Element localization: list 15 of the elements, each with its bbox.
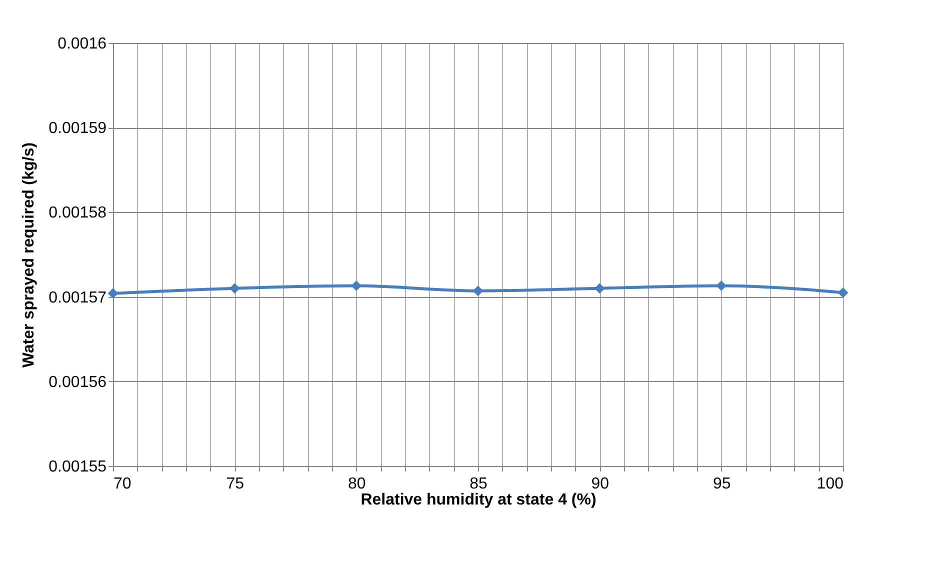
y-tick-label: 0.00156 bbox=[48, 374, 107, 391]
x-tick-label: 80 bbox=[348, 476, 366, 492]
x-tick-label: 85 bbox=[470, 476, 488, 492]
x-tick-label: 90 bbox=[591, 476, 610, 492]
x-tick-label: 75 bbox=[226, 476, 244, 492]
y-tick-label: 0.00159 bbox=[48, 120, 107, 138]
y-tick-label: 0.00155 bbox=[48, 458, 107, 476]
y-tick-label: 0.00158 bbox=[48, 204, 107, 222]
y-axis-title: Water sprayed required (kg/s) bbox=[20, 142, 38, 368]
y-tick-label: 0.0016 bbox=[58, 36, 107, 52]
y-tick-label: 0.00157 bbox=[48, 289, 107, 306]
x-tick-label: 95 bbox=[712, 476, 731, 492]
x-tick-label: 100 bbox=[816, 476, 844, 492]
x-tick-label: 70 bbox=[114, 476, 132, 492]
x-axis-title: Relative humidity at state 4 (%) bbox=[360, 492, 596, 508]
